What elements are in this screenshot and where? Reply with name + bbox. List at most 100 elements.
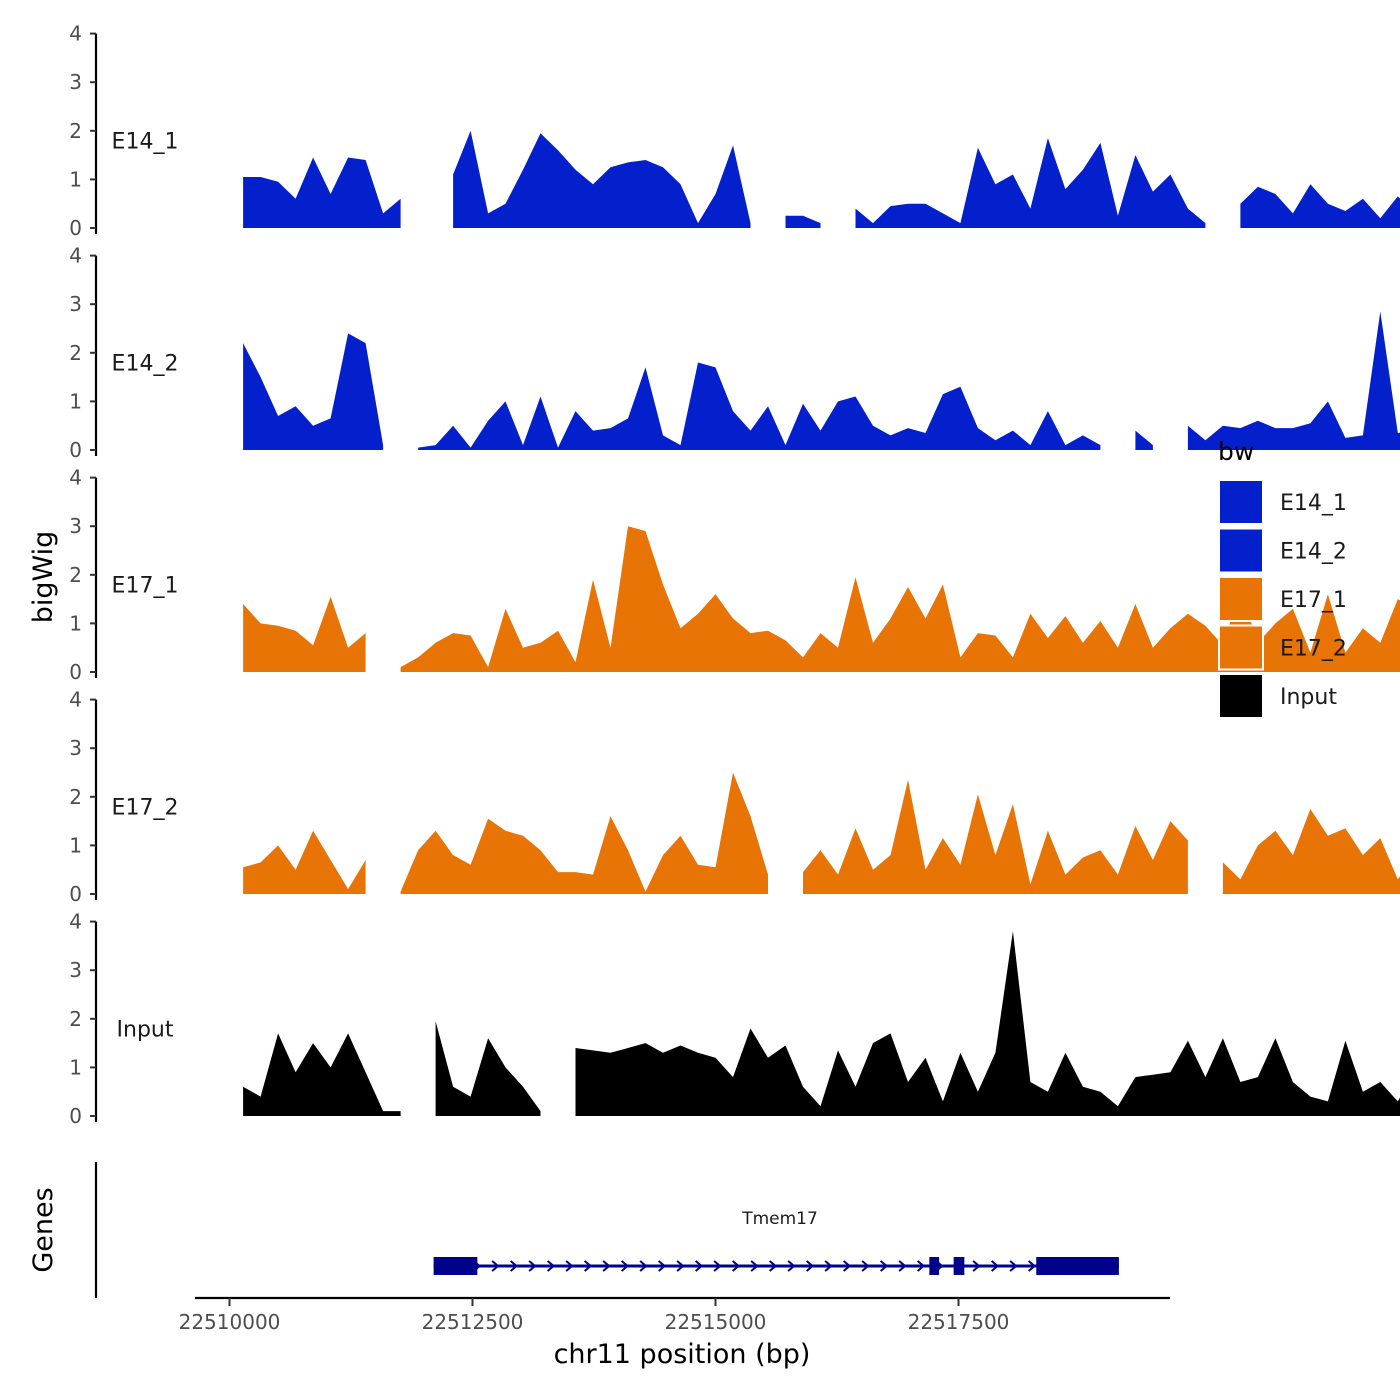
signal-area [575, 931, 1400, 1116]
y-tick-label: 3 [69, 292, 82, 316]
strand-arrow [1009, 1260, 1018, 1272]
legend-key [1218, 576, 1264, 622]
signal-area [243, 830, 366, 894]
strand-arrow [916, 1260, 926, 1272]
strand-arrow [879, 1260, 889, 1272]
gene-label: Tmem17 [741, 1209, 818, 1229]
strand-arrow [620, 1260, 630, 1272]
signal-area [243, 1033, 401, 1116]
signal-area [785, 215, 821, 228]
gene-exon [1036, 1257, 1119, 1275]
strand-arrow [805, 1260, 815, 1272]
y-tick-label: 1 [69, 833, 82, 857]
y-tick-label: 2 [69, 1007, 82, 1031]
y-tick-label: 1 [69, 1055, 82, 1079]
y-tick-label: 1 [69, 167, 82, 191]
y-tick-label: 1 [69, 389, 82, 413]
track-e14-1: 0 1 2 3 4 E14_1 [69, 22, 1400, 240]
strand-arrow [546, 1260, 556, 1272]
x-tick-label: 22517500 [908, 1310, 1010, 1334]
strand-arrow [861, 1260, 870, 1272]
strand-arrow [824, 1260, 833, 1272]
y-tick-label: 0 [69, 216, 82, 240]
signal-area [453, 130, 751, 228]
tracks-layer: 0 1 2 3 4 E14_1 0 1 2 3 4 E14_2 0 1 2 3 4 E17_1 0 1 2 3 4 E17_2… [69, 22, 1400, 1128]
strand-arrow [750, 1260, 759, 1272]
strand-arrow [583, 1260, 593, 1272]
legend-title: bw [1218, 437, 1254, 466]
strand-arrow [676, 1260, 685, 1272]
legend-label: E17_2 [1280, 637, 1347, 662]
track-input: 0 1 2 3 4 Input [69, 910, 1400, 1128]
y-tick-label: 2 [69, 785, 82, 809]
track-e14-2: 0 1 2 3 4 E14_2 [69, 244, 1400, 462]
y-tick-label: 4 [69, 244, 82, 268]
genes-axis-title: Genes [28, 1187, 59, 1272]
signal-area [243, 157, 401, 228]
track-label: E17_2 [112, 796, 179, 821]
y-tick-label: 3 [69, 958, 82, 982]
signal-area [400, 526, 1400, 672]
legend-label: E14_1 [1280, 491, 1347, 516]
legend-label: E17_1 [1280, 588, 1347, 613]
strand-arrow [509, 1260, 519, 1272]
y-tick-label: 0 [69, 882, 82, 906]
x-tick-label: 22512500 [422, 1310, 524, 1334]
y-tick-label: 4 [69, 688, 82, 712]
x-tick-label: 22510000 [179, 1310, 281, 1334]
strand-arrow [1027, 1260, 1037, 1272]
y-tick-label: 2 [69, 563, 82, 587]
strand-arrow [731, 1260, 741, 1272]
gene-exon [433, 1257, 478, 1275]
legend-label: Input [1280, 685, 1337, 710]
signal-area [1135, 430, 1153, 450]
y-tick-label: 0 [69, 1104, 82, 1128]
signal-area [803, 779, 1188, 894]
strand-arrow [768, 1260, 778, 1272]
track-label: E14_1 [112, 130, 179, 155]
y-tick-label: 4 [69, 910, 82, 934]
strand-arrow [491, 1260, 500, 1272]
strand-arrow [639, 1260, 648, 1272]
signal-area [1187, 311, 1400, 450]
x-axis-title: chr11 position (bp) [554, 1339, 811, 1370]
x-tick-label: 22515000 [665, 1310, 767, 1334]
strand-arrow [898, 1260, 907, 1272]
gene-model [433, 1257, 1119, 1275]
strand-arrow [565, 1260, 574, 1272]
strand-arrow [990, 1260, 1000, 1272]
track-e17-2: 0 1 2 3 4 E17_2 [69, 688, 1400, 906]
track-label: E14_2 [112, 352, 179, 377]
legend-key [1218, 527, 1264, 574]
signal-area [418, 362, 1101, 450]
strand-arrow [713, 1260, 722, 1272]
genes-panel: Genes Tmem17 22510000 22512500 22515000 225… [28, 1162, 1170, 1370]
legend-key [1218, 479, 1264, 525]
y-tick-label: 4 [69, 22, 82, 46]
track-e17-1: 0 1 2 3 4 E17_1 [69, 466, 1400, 684]
track-label: Input [117, 1018, 174, 1043]
signal-area [855, 138, 1206, 228]
x-axis-ticks: 22510000 22512500 22515000 22517500 [179, 1298, 1010, 1334]
y-tick-label: 3 [69, 736, 82, 760]
y-tick-label: 2 [69, 119, 82, 143]
y-tick-label: 1 [69, 611, 82, 635]
legend-key [1218, 673, 1264, 719]
y-axis-title: bigWig [28, 531, 59, 624]
legend: bw E14_1 E14_2 E17_1 E17_2 Input [1218, 437, 1347, 719]
signal-area [243, 333, 384, 450]
signal-area [1240, 184, 1400, 228]
y-tick-label: 3 [69, 70, 82, 94]
y-tick-label: 0 [69, 438, 82, 462]
signal-area [435, 1021, 541, 1116]
y-tick-label: 2 [69, 341, 82, 365]
strand-arrow [972, 1260, 981, 1272]
strand-arrow [602, 1260, 611, 1272]
strand-arrow [657, 1260, 667, 1272]
signal-area [243, 596, 366, 672]
track-label: E17_1 [112, 574, 179, 599]
gene-exon [953, 1257, 965, 1275]
signal-area [1222, 809, 1400, 894]
strand-arrow [694, 1260, 704, 1272]
